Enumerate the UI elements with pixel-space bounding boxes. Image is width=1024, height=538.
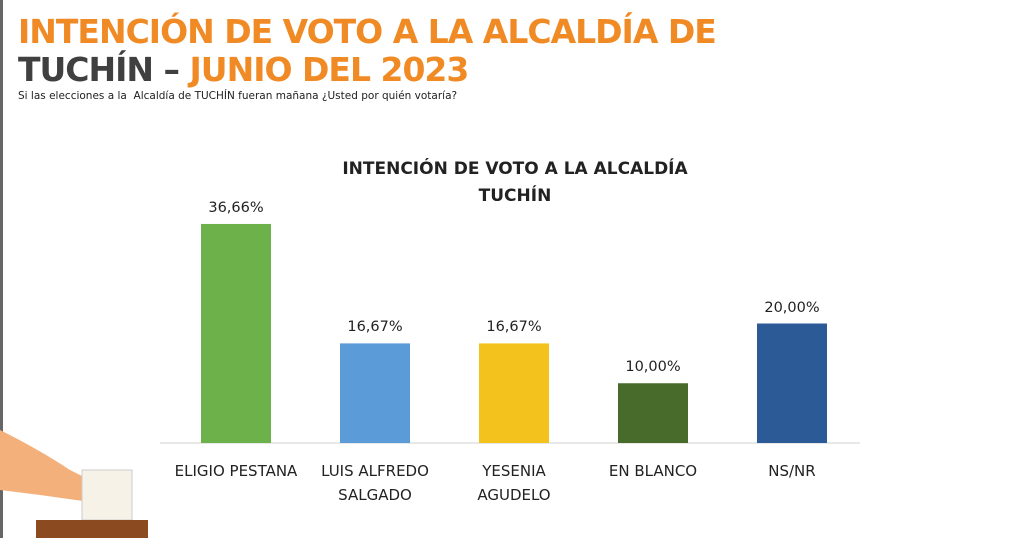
chart-title: INTENCIÓN DE VOTO A LA ALCALDÍA TUCHÍN: [342, 159, 688, 206]
value-label: 36,66%: [208, 199, 264, 216]
bar: [340, 343, 410, 443]
title-part: JUNIO DEL 2023: [189, 50, 470, 89]
bar: [201, 223, 271, 443]
value-label: 10,00%: [625, 359, 681, 376]
title-line: INTENCIÓN DE VOTO A LA ALCALDÍA DE: [18, 12, 717, 51]
bar: [757, 323, 827, 443]
category-label: LUIS ALFREDO SALGADO: [321, 462, 429, 504]
category-label: EN BLANCO: [608, 462, 698, 480]
edge: [0, 0, 3, 538]
question: Si las elecciones a la Alcaldía de TUCHÍ…: [18, 90, 458, 102]
value-label: 16,67%: [486, 319, 542, 336]
logo: [0, 430, 148, 538]
category-label: NS/NR: [768, 462, 816, 480]
title-part: TUCHÍN –: [18, 50, 180, 89]
category-label: ELIGIO PESTANA: [174, 462, 298, 480]
value-label: 16,67%: [347, 319, 403, 336]
title-line: TUCHÍN – JUNIO DEL 2023: [18, 50, 470, 89]
category-label: YESENIA AGUDELO: [477, 462, 551, 504]
bar: [618, 383, 688, 443]
bar: [479, 343, 549, 443]
value-label: 20,00%: [764, 299, 820, 316]
